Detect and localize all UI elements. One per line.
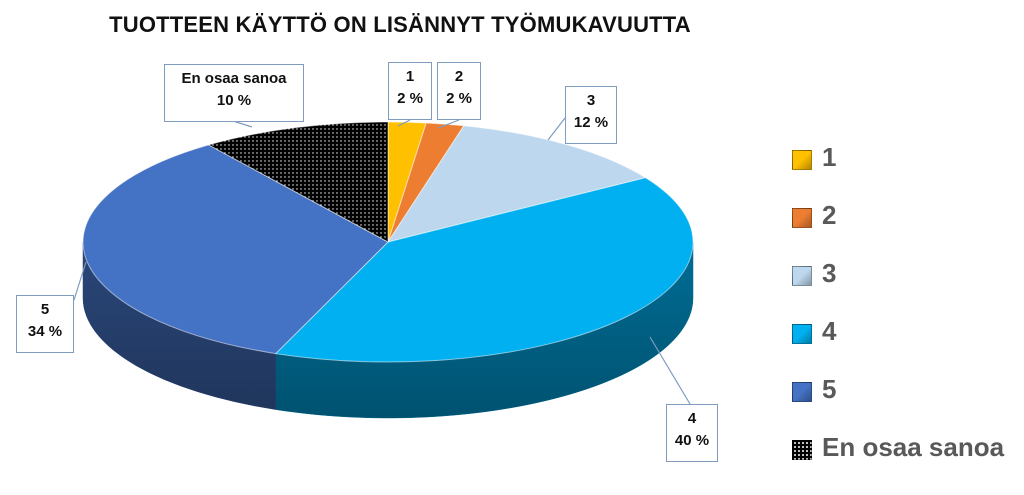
legend-label: En osaa sanoa	[822, 432, 1005, 462]
data-label-value: 40 %	[674, 432, 710, 449]
leader-line-3	[649, 336, 691, 405]
pie-slice-3	[274, 177, 694, 363]
pie-side-shade-3	[275, 242, 693, 418]
leader-line-2	[547, 117, 566, 141]
data-label-value: 2 %	[397, 90, 423, 107]
leader-line-1	[437, 119, 460, 129]
data-label-3: 4 40 %	[666, 404, 718, 462]
pie-side-shade-4	[83, 242, 276, 410]
pie-slice-4	[82, 144, 389, 355]
leader-line-4	[73, 261, 87, 301]
data-label-value: 34 %	[27, 323, 63, 340]
data-label-category: 3	[586, 92, 596, 109]
pie-slice-5	[207, 121, 389, 243]
leader-lines	[73, 117, 691, 405]
legend-label: 3	[822, 258, 837, 288]
data-label-category: 4	[687, 410, 697, 427]
pie-tops	[82, 121, 694, 363]
data-label-4: 5 34 %	[16, 295, 74, 353]
legend-swatch	[792, 208, 812, 228]
legend-swatch	[792, 382, 812, 402]
pie-sides	[82, 241, 694, 419]
legend-swatch	[792, 150, 812, 170]
data-label-category: 1	[405, 68, 415, 85]
data-label-category: En osaa sanoa	[181, 70, 287, 87]
data-label-value: 2 %	[446, 90, 472, 107]
legend-label: 2	[822, 200, 837, 230]
data-label-category: 2	[454, 68, 464, 85]
data-label-category: 5	[40, 301, 50, 318]
legend-swatch	[792, 266, 812, 286]
legend-swatch	[792, 440, 812, 460]
legend-swatch	[792, 324, 812, 344]
pie-slice-2	[386, 125, 647, 243]
data-label-2: 3 12 %	[565, 86, 617, 144]
chart-title: TUOTTEEN KÄYTTÖ ON LISÄNNYT TYÖMUKAVUUTT…	[109, 12, 691, 37]
leader-line-0	[397, 119, 411, 127]
data-label-value: 12 %	[573, 114, 609, 131]
legend-label: 5	[822, 374, 837, 404]
data-label-value: 10 %	[216, 92, 252, 109]
legend-label: 1	[822, 142, 837, 172]
data-label-5: En osaa sanoa 10 %	[164, 64, 304, 122]
legend-label: 4	[822, 316, 837, 346]
